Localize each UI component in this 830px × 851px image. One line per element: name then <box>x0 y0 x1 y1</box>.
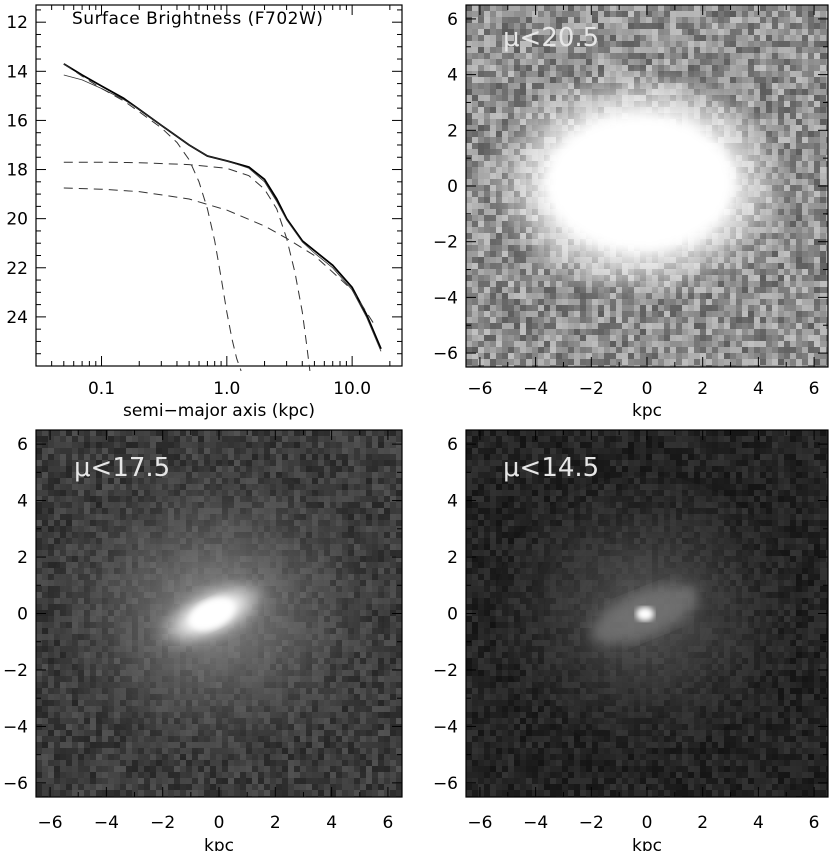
profile-xtick-label: 1.0 <box>213 379 240 399</box>
map-ytick-label: −2 <box>433 661 458 681</box>
map-ytick-label: 4 <box>17 492 28 512</box>
map-xtick-label: 6 <box>809 813 820 833</box>
map-xtick-label: −2 <box>150 813 175 833</box>
profile-ytick-label: 18 <box>6 161 28 181</box>
profile-panel: 0.1 1.0 10.0 12 14 16 18 20 22 24 Surface Brightn… <box>6 4 403 421</box>
map-3-galaxy-core <box>636 607 654 621</box>
map-xtick-label: 0 <box>642 379 653 399</box>
map-ytick-label: 2 <box>447 121 458 141</box>
profile-ytick-label: 16 <box>6 111 28 131</box>
map-xtick-label: 6 <box>809 379 820 399</box>
profile-ytick-label: 20 <box>6 210 28 230</box>
map-xtick-label: −6 <box>38 813 63 833</box>
map-ytick-label: −4 <box>3 717 28 737</box>
map-ytick-label: −4 <box>433 288 458 308</box>
map-xtick-label: 2 <box>697 379 708 399</box>
map-2-xlabel: kpc <box>204 836 234 851</box>
map-ytick-label: −2 <box>3 661 28 681</box>
map-xtick-label: 4 <box>753 379 764 399</box>
map-ytick-label: 6 <box>17 435 28 455</box>
map-xtick-label: 0 <box>214 813 225 833</box>
map-2-label: μ<17.5 <box>74 453 170 483</box>
map-ytick-label: 6 <box>447 10 458 30</box>
map-xtick-label: −6 <box>467 813 492 833</box>
profile-series-3 <box>63 161 311 371</box>
profile-title: Surface Brightness (F702W) <box>72 9 323 29</box>
profile-series-2 <box>63 63 242 372</box>
map-ytick-label: 0 <box>17 605 28 625</box>
map-1-ticks: −6 −6 −4 −4 −2 −2 0 0 2 2 4 4 6 6 <box>433 5 828 399</box>
map-xtick-label: −4 <box>94 813 119 833</box>
profile-series-0 <box>63 63 382 350</box>
profile-series-4 <box>63 187 375 325</box>
map-ytick-label: −6 <box>433 774 458 794</box>
profile-plot-frame <box>35 4 403 367</box>
map-xtick-label: −6 <box>467 379 492 399</box>
map-2-ticks: −6 −6 −4 −4 −2 −2 0 0 2 2 4 4 6 6 <box>3 430 402 833</box>
map-ytick-label: 2 <box>447 548 458 568</box>
map-1-xlabel: kpc <box>632 401 662 421</box>
map-1-galaxy-core <box>544 115 736 251</box>
map-xtick-label: 4 <box>326 813 337 833</box>
map-2-galaxy-core <box>189 597 235 631</box>
profile-series-1 <box>63 74 382 352</box>
map-ytick-label: 4 <box>447 492 458 512</box>
profile-ticks: 0.1 1.0 10.0 12 14 16 18 20 22 24 <box>6 5 402 399</box>
map-xtick-label: −2 <box>579 379 604 399</box>
profile-xtick-label: 0.1 <box>88 379 115 399</box>
profile-ytick-label: 22 <box>6 259 28 279</box>
map-3-label: μ<14.5 <box>503 453 599 483</box>
map-ytick-label: 0 <box>447 177 458 197</box>
map-1-label: μ<20.5 <box>503 23 599 53</box>
profile-ytick-label: 24 <box>6 308 28 328</box>
map-ytick-label: −6 <box>433 344 458 364</box>
map-xtick-label: −2 <box>579 813 604 833</box>
map-xtick-label: 4 <box>753 813 764 833</box>
profile-xlabel: semi−major axis (kpc) <box>123 401 315 421</box>
map-ytick-label: −2 <box>433 233 458 253</box>
profile-curves <box>63 63 382 372</box>
map-3-ticks: −6 −6 −4 −4 −2 −2 0 0 2 2 4 4 6 6 <box>433 430 828 833</box>
map-xtick-label: 6 <box>383 813 394 833</box>
map-panel-2: μ<17.5 −6 −6 −4 −4 −2 −2 0 0 2 2 4 4 6 6 kpc <box>3 429 403 851</box>
map-xtick-label: 2 <box>697 813 708 833</box>
profile-ytick-label: 14 <box>6 62 28 82</box>
profile-xtick-label: 10.0 <box>333 379 371 399</box>
map-3-xlabel: kpc <box>632 836 662 851</box>
map-ytick-label: 6 <box>447 435 458 455</box>
profile-ytick-label: 12 <box>6 13 28 33</box>
map-panel-3: μ<14.5 −6 −6 −4 −4 −2 −2 0 0 2 2 4 4 6 6 kpc <box>433 429 829 851</box>
map-xtick-label: −4 <box>523 379 548 399</box>
map-ytick-label: 4 <box>447 66 458 86</box>
map-panel-1: μ<20.5 −6 −6 −4 −4 −2 −2 0 0 2 2 4 4 6 6 kpc <box>433 4 829 421</box>
map-xtick-label: −4 <box>523 813 548 833</box>
map-ytick-label: 2 <box>17 548 28 568</box>
map-ytick-label: −6 <box>3 774 28 794</box>
map-xtick-label: 2 <box>270 813 281 833</box>
map-ytick-label: −4 <box>433 717 458 737</box>
map-xtick-label: 0 <box>642 813 653 833</box>
map-ytick-label: 0 <box>447 605 458 625</box>
